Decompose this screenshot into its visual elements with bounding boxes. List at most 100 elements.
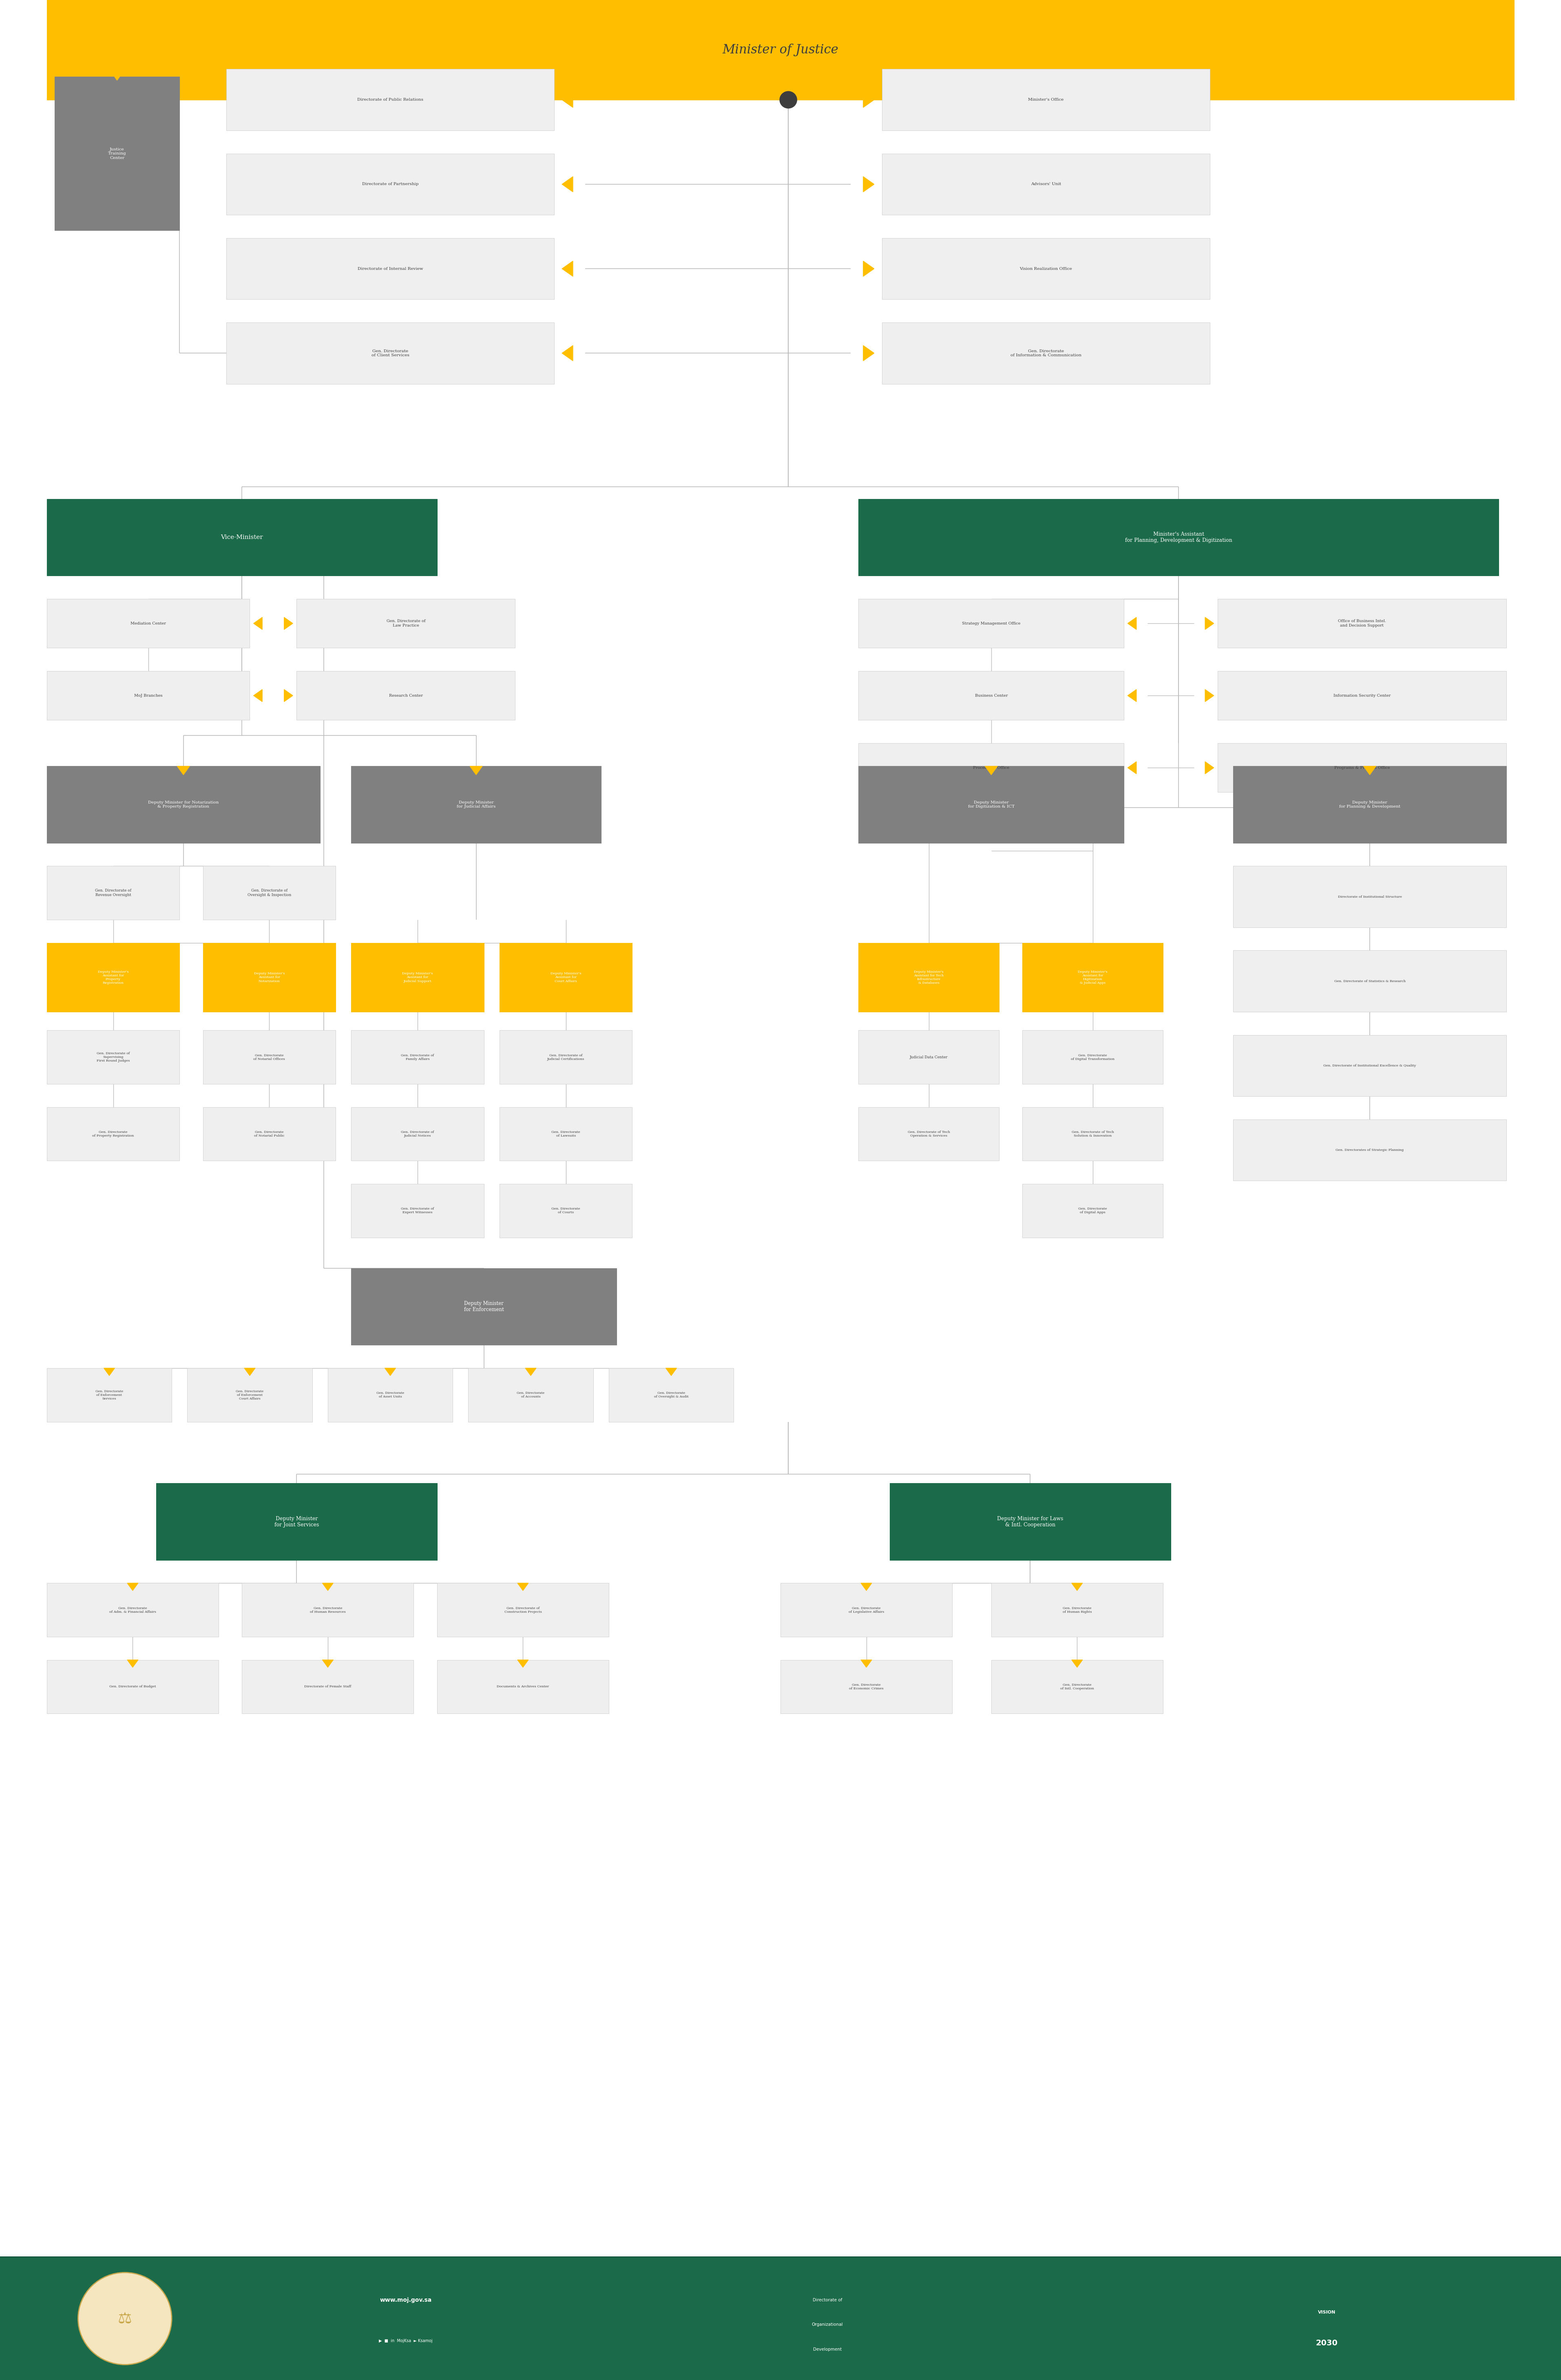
Bar bbox=[500, 942, 632, 1011]
Polygon shape bbox=[1205, 616, 1214, 631]
Polygon shape bbox=[284, 616, 293, 631]
Polygon shape bbox=[109, 71, 125, 81]
Text: Gen. Directorates of Strategic Planning: Gen. Directorates of Strategic Planning bbox=[1336, 1150, 1403, 1152]
Bar bbox=[226, 69, 554, 131]
Text: Gen. Directorate
of Enforcement
Court Affairs: Gen. Directorate of Enforcement Court Af… bbox=[236, 1390, 264, 1399]
Bar bbox=[1233, 1035, 1506, 1097]
Polygon shape bbox=[863, 262, 874, 276]
Bar bbox=[859, 743, 1124, 793]
Text: Deputy Minister for Laws
& Intl. Cooperation: Deputy Minister for Laws & Intl. Coopera… bbox=[997, 1516, 1063, 1528]
Text: Gen. Directorate
of Notarial Offices: Gen. Directorate of Notarial Offices bbox=[253, 1054, 286, 1061]
Bar bbox=[1022, 942, 1163, 1011]
Text: Gen. Directorate of Tech
Operation & Services: Gen. Directorate of Tech Operation & Ser… bbox=[907, 1130, 951, 1138]
Text: Deputy Minister's
Assistant for
Digitization
& Judicial Apps: Deputy Minister's Assistant for Digitiza… bbox=[1079, 971, 1107, 985]
Text: Vice-Minister: Vice-Minister bbox=[220, 536, 264, 540]
Bar bbox=[351, 1107, 484, 1161]
Text: Gen. Directorate of
Expert Witnesses: Gen. Directorate of Expert Witnesses bbox=[401, 1207, 434, 1214]
Text: Judicial Data Center: Judicial Data Center bbox=[910, 1054, 948, 1059]
Bar bbox=[1218, 600, 1506, 647]
Text: Gen. Directorate
of Adm. & Financial Affairs: Gen. Directorate of Adm. & Financial Aff… bbox=[109, 1606, 156, 1614]
Text: Deputy Minister
for Planning & Development: Deputy Minister for Planning & Developme… bbox=[1339, 800, 1400, 809]
Text: Gen. Directorate
of Human Rights: Gen. Directorate of Human Rights bbox=[1063, 1606, 1091, 1614]
Polygon shape bbox=[863, 176, 874, 193]
Text: Documents & Archives Center: Documents & Archives Center bbox=[496, 1685, 549, 1687]
Text: Strategy Management Office: Strategy Management Office bbox=[962, 621, 1021, 626]
Text: Research Center: Research Center bbox=[389, 693, 423, 697]
Bar bbox=[1022, 1107, 1163, 1161]
Text: Gen. Directorate of Budget: Gen. Directorate of Budget bbox=[109, 1685, 156, 1687]
Bar bbox=[47, 1107, 180, 1161]
Polygon shape bbox=[1205, 690, 1214, 702]
Bar bbox=[882, 155, 1210, 214]
Bar bbox=[500, 1107, 632, 1161]
Bar bbox=[780, 1583, 952, 1637]
Text: Organizational: Organizational bbox=[812, 2323, 843, 2328]
Bar bbox=[297, 600, 515, 647]
Text: Gen. Directorate
of Property Registration: Gen. Directorate of Property Registratio… bbox=[92, 1130, 134, 1138]
Text: Gen. Directorate
of Economic Crimes: Gen. Directorate of Economic Crimes bbox=[849, 1683, 884, 1690]
Bar bbox=[882, 238, 1210, 300]
Bar bbox=[187, 1368, 312, 1421]
Bar bbox=[47, 766, 320, 843]
Text: Gen. Directorate
of Digital Apps: Gen. Directorate of Digital Apps bbox=[1079, 1207, 1107, 1214]
Text: Deputy Minister's
Assistant for Tech
Infrastructure
& Databases: Deputy Minister's Assistant for Tech Inf… bbox=[913, 971, 944, 985]
Text: Gen. Directorate of
Law Practice: Gen. Directorate of Law Practice bbox=[387, 619, 425, 628]
Text: Gen. Directorate
of Oversight & Audit: Gen. Directorate of Oversight & Audit bbox=[654, 1392, 688, 1399]
Polygon shape bbox=[128, 1583, 137, 1590]
Bar bbox=[1233, 766, 1506, 843]
Bar bbox=[203, 942, 336, 1011]
Bar bbox=[1233, 866, 1506, 928]
Bar bbox=[203, 1107, 336, 1161]
Text: Programs & Projects Office: Programs & Projects Office bbox=[1335, 766, 1389, 769]
Polygon shape bbox=[128, 1659, 137, 1668]
Polygon shape bbox=[284, 690, 293, 702]
Text: Advisors' Unit: Advisors' Unit bbox=[1030, 183, 1061, 186]
Bar bbox=[991, 1659, 1163, 1714]
Bar bbox=[1218, 671, 1506, 721]
Bar bbox=[1233, 1119, 1506, 1180]
Bar bbox=[859, 766, 1124, 843]
Bar bbox=[242, 1583, 414, 1637]
Bar bbox=[500, 1031, 632, 1083]
Text: Gen. Directorate
of Legislative Affairs: Gen. Directorate of Legislative Affairs bbox=[849, 1606, 884, 1614]
Bar bbox=[351, 1269, 617, 1345]
Text: www.moj.gov.sa: www.moj.gov.sa bbox=[379, 2297, 432, 2304]
Bar bbox=[468, 1368, 593, 1421]
Text: Gen. Directorate
of Digital Transformation: Gen. Directorate of Digital Transformati… bbox=[1071, 1054, 1115, 1061]
Polygon shape bbox=[253, 690, 262, 702]
Polygon shape bbox=[863, 345, 874, 362]
Polygon shape bbox=[517, 1659, 528, 1668]
Polygon shape bbox=[524, 1368, 537, 1376]
Bar bbox=[0, 2256, 1561, 2380]
Bar bbox=[882, 321, 1210, 383]
Polygon shape bbox=[665, 1368, 677, 1376]
Bar bbox=[47, 1583, 219, 1637]
Text: Deputy Minister
for Digitization & ICT: Deputy Minister for Digitization & ICT bbox=[968, 800, 1015, 809]
Text: Gen. Directorate of Tech
Solution & Innovation: Gen. Directorate of Tech Solution & Inno… bbox=[1071, 1130, 1115, 1138]
Polygon shape bbox=[985, 766, 997, 776]
Polygon shape bbox=[517, 1583, 528, 1590]
Bar bbox=[859, 671, 1124, 721]
Text: Office of Business Intel.
and Decision Support: Office of Business Intel. and Decision S… bbox=[1338, 619, 1386, 628]
Bar bbox=[890, 1483, 1171, 1559]
Text: Gen. Directorate
of Intl. Cooperation: Gen. Directorate of Intl. Cooperation bbox=[1060, 1683, 1094, 1690]
Text: Deputy Minister
for Judicial Affairs: Deputy Minister for Judicial Affairs bbox=[457, 800, 495, 809]
Bar bbox=[351, 1183, 484, 1238]
Text: Directorate of Institutional Structure: Directorate of Institutional Structure bbox=[1338, 895, 1402, 897]
Text: Gen. Directorate
of Accounts: Gen. Directorate of Accounts bbox=[517, 1392, 545, 1399]
Text: 2030: 2030 bbox=[1316, 2340, 1338, 2347]
Text: Deputy Minister for Notarization
& Property Registration: Deputy Minister for Notarization & Prope… bbox=[148, 800, 219, 809]
Bar bbox=[203, 1031, 336, 1083]
Polygon shape bbox=[562, 345, 573, 362]
Text: Directorate of: Directorate of bbox=[813, 2299, 841, 2301]
Bar bbox=[226, 155, 554, 214]
Bar bbox=[47, 866, 180, 919]
Bar bbox=[437, 1659, 609, 1714]
Polygon shape bbox=[384, 1368, 396, 1376]
Circle shape bbox=[78, 2273, 172, 2366]
Text: Gen. Directorate
of Courts: Gen. Directorate of Courts bbox=[551, 1207, 581, 1214]
Text: Directorate of Partnership: Directorate of Partnership bbox=[362, 183, 418, 186]
Bar bbox=[609, 1368, 734, 1421]
Bar bbox=[859, 1107, 999, 1161]
Text: Gen. Directorate of
Judicial Certifications: Gen. Directorate of Judicial Certificati… bbox=[548, 1054, 584, 1061]
